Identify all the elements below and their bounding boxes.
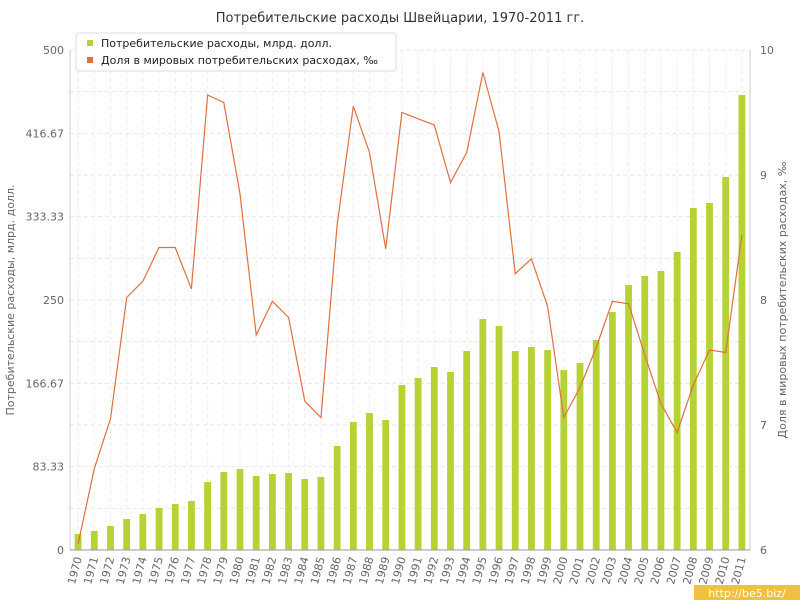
bar[interactable] [188,501,195,550]
share-line [77,72,743,544]
bar[interactable] [641,276,649,550]
bar[interactable] [608,312,616,550]
bar[interactable] [560,370,568,550]
y-tick-label: 416.67 [26,127,65,140]
y-tick-label: 0 [57,544,64,557]
watermark-bg [694,585,800,600]
bar[interactable] [123,519,131,550]
bar[interactable] [722,177,730,550]
y2-tick-label: 9 [760,169,767,182]
bar[interactable] [738,95,746,550]
bar[interactable] [576,363,584,550]
bar[interactable] [398,385,406,550]
bar[interactable] [430,367,438,550]
y2-axis-ticks: 6 7 8 9 10 [760,44,774,557]
y2-tick-label: 10 [760,44,774,57]
y-tick-label: 166.67 [26,377,65,390]
bar[interactable] [366,413,373,550]
bar[interactable] [317,477,325,550]
bar[interactable] [139,514,147,550]
axes [69,50,751,551]
watermark-text: http://be5.biz/ [708,587,786,600]
bar[interactable] [592,340,600,550]
legend-swatch-consumption [87,40,93,46]
bar-series [74,95,746,550]
legend-label-consumption: Потребительские расходы, млрд. долл. [101,37,332,50]
bar[interactable] [333,446,341,550]
bar[interactable] [528,347,535,550]
bar[interactable] [220,472,228,550]
y-axis-label: Потребительские расходы, млрд. долл. [4,185,17,416]
bar[interactable] [706,203,713,550]
bar[interactable] [447,372,454,550]
legend-label-share: Доля в мировых потребительских расходах,… [101,54,378,67]
chart-title: Потребительские расходы Швейцарии, 1970-… [216,11,585,26]
y-tick-label: 83.33 [33,461,65,474]
y2-tick-label: 6 [760,544,767,557]
bar[interactable] [204,482,212,550]
y-tick-label: 500 [43,44,64,57]
bar[interactable] [155,508,163,550]
legend-swatch-share [87,57,93,63]
bar[interactable] [301,479,309,550]
y2-tick-label: 8 [760,294,767,307]
y-tick-label: 250 [43,294,64,307]
bar[interactable] [689,208,697,550]
y-tick-label: 333.33 [26,211,65,224]
bar[interactable] [90,531,98,550]
bar[interactable] [171,504,179,550]
bar[interactable] [285,473,292,550]
bar[interactable] [236,469,244,550]
legend[interactable]: Потребительские расходы, млрд. долл. Дол… [75,32,397,72]
legend-box [75,32,397,72]
bar[interactable] [268,474,276,550]
y2-tick-label: 7 [760,419,767,432]
bar[interactable] [673,252,681,550]
y-axis-ticks: 0 83.33 166.67 250 333.33 416.67 500 [26,44,65,557]
bar[interactable] [414,378,422,550]
bar[interactable] [544,350,552,550]
bar[interactable] [657,271,665,550]
bar[interactable] [495,326,503,550]
watermark[interactable]: http://be5.biz/ [694,585,800,600]
bar[interactable] [479,319,487,550]
bar[interactable] [382,420,390,550]
bar[interactable] [463,351,471,550]
bar[interactable] [511,351,519,550]
y2-axis-label: Доля в мировых потребительских расходах,… [776,161,789,438]
bar[interactable] [349,422,357,550]
bar[interactable] [252,476,260,550]
bar[interactable] [107,526,114,550]
bar[interactable] [625,285,632,550]
